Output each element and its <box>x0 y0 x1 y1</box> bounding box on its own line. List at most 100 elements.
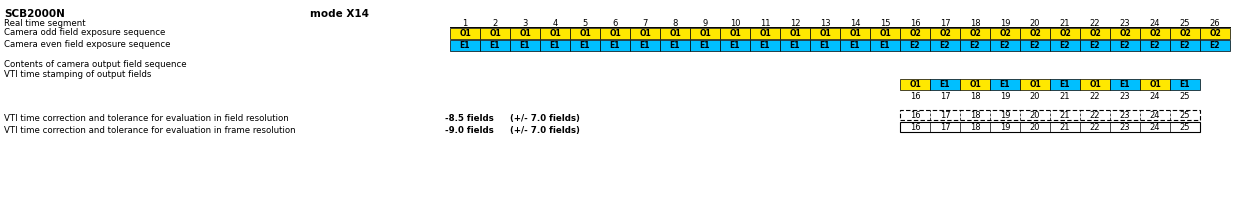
Bar <box>1080 79 1110 90</box>
Text: 11: 11 <box>760 19 770 28</box>
Bar <box>810 40 840 51</box>
Text: 10: 10 <box>730 19 740 28</box>
Text: E1: E1 <box>580 41 590 50</box>
Bar <box>930 28 960 39</box>
Text: E2: E2 <box>1000 41 1010 50</box>
Text: E2: E2 <box>910 41 920 50</box>
Bar <box>810 28 840 39</box>
Bar <box>630 28 660 39</box>
Text: (+/- 7.0 fields): (+/- 7.0 fields) <box>510 126 580 135</box>
Text: 3: 3 <box>522 19 528 28</box>
Text: E2: E2 <box>1030 41 1040 50</box>
Text: E2: E2 <box>1120 41 1130 50</box>
Text: 16: 16 <box>910 92 920 101</box>
Text: O1: O1 <box>729 29 741 38</box>
Text: Real time segment: Real time segment <box>4 19 85 28</box>
Text: 18: 18 <box>970 19 980 28</box>
Bar <box>780 28 810 39</box>
Bar <box>840 28 870 39</box>
Text: mode X14: mode X14 <box>310 9 369 19</box>
Bar <box>1050 40 1080 51</box>
Text: O1: O1 <box>549 29 561 38</box>
Text: 24: 24 <box>1150 122 1160 132</box>
Text: 15: 15 <box>880 19 890 28</box>
Bar <box>870 28 900 39</box>
Text: 17: 17 <box>940 19 950 28</box>
Text: Contents of camera output field sequence: Contents of camera output field sequence <box>4 60 186 69</box>
Text: E2: E2 <box>1150 41 1160 50</box>
Bar <box>540 40 570 51</box>
Bar <box>990 40 1020 51</box>
Text: 25: 25 <box>1180 110 1190 119</box>
Bar <box>1110 40 1140 51</box>
Text: O1: O1 <box>789 29 801 38</box>
Text: O1: O1 <box>519 29 531 38</box>
Bar <box>1020 40 1050 51</box>
Bar <box>630 40 660 51</box>
Text: 22: 22 <box>1090 92 1100 101</box>
Bar <box>990 28 1020 39</box>
Text: 2: 2 <box>492 19 498 28</box>
Bar <box>1140 40 1170 51</box>
Text: O2: O2 <box>1119 29 1131 38</box>
Text: E1: E1 <box>520 41 530 50</box>
Bar <box>990 79 1020 90</box>
Text: O1: O1 <box>1089 80 1101 89</box>
Bar <box>570 40 600 51</box>
Bar <box>1140 79 1170 90</box>
Text: O2: O2 <box>999 29 1011 38</box>
Text: E2: E2 <box>1090 41 1100 50</box>
Text: E1: E1 <box>880 41 890 50</box>
Text: O1: O1 <box>579 29 591 38</box>
Bar <box>930 79 960 90</box>
Bar <box>930 40 960 51</box>
Text: E2: E2 <box>1180 41 1190 50</box>
Text: 20: 20 <box>1030 92 1040 101</box>
Text: 18: 18 <box>970 122 980 132</box>
Text: O1: O1 <box>639 29 651 38</box>
Bar <box>1170 40 1200 51</box>
Bar <box>570 28 600 39</box>
Bar <box>720 28 750 39</box>
Text: O1: O1 <box>459 29 471 38</box>
Text: 16: 16 <box>910 19 920 28</box>
Text: 16: 16 <box>910 122 920 132</box>
Text: (+/- 7.0 fields): (+/- 7.0 fields) <box>510 114 580 123</box>
Bar <box>1110 79 1140 90</box>
Bar <box>1050 79 1080 90</box>
Bar <box>600 28 630 39</box>
Text: 23: 23 <box>1120 122 1130 132</box>
Text: O1: O1 <box>819 29 831 38</box>
Bar <box>480 40 510 51</box>
Bar <box>1080 40 1110 51</box>
Text: 21: 21 <box>1060 92 1070 101</box>
Text: O1: O1 <box>489 29 501 38</box>
Text: 25: 25 <box>1180 19 1190 28</box>
Text: 23: 23 <box>1120 92 1130 101</box>
Text: E1: E1 <box>1180 80 1190 89</box>
Text: O1: O1 <box>1029 80 1041 89</box>
Text: 21: 21 <box>1060 19 1070 28</box>
Bar <box>450 28 480 39</box>
Bar <box>1050 28 1080 39</box>
Text: 6: 6 <box>612 19 618 28</box>
Text: 17: 17 <box>940 110 950 119</box>
Text: 8: 8 <box>672 19 678 28</box>
Text: 25: 25 <box>1180 122 1190 132</box>
Text: 18: 18 <box>970 92 980 101</box>
Text: O1: O1 <box>669 29 681 38</box>
Text: O1: O1 <box>879 29 891 38</box>
Text: O1: O1 <box>849 29 861 38</box>
Text: VTI time correction and tolerance for evaluation in frame resolution: VTI time correction and tolerance for ev… <box>4 126 296 135</box>
Text: E1: E1 <box>760 41 770 50</box>
Bar <box>1020 79 1050 90</box>
Text: 19: 19 <box>1000 110 1010 119</box>
Bar <box>1170 79 1200 90</box>
Text: 19: 19 <box>1000 19 1010 28</box>
Bar <box>660 40 690 51</box>
Text: Camera odd field exposure sequence: Camera odd field exposure sequence <box>4 28 165 37</box>
Text: O2: O2 <box>939 29 951 38</box>
Text: VTI time correction and tolerance for evaluation in field resolution: VTI time correction and tolerance for ev… <box>4 114 289 123</box>
Text: E1: E1 <box>490 41 500 50</box>
Text: -8.5 fields: -8.5 fields <box>445 114 494 123</box>
